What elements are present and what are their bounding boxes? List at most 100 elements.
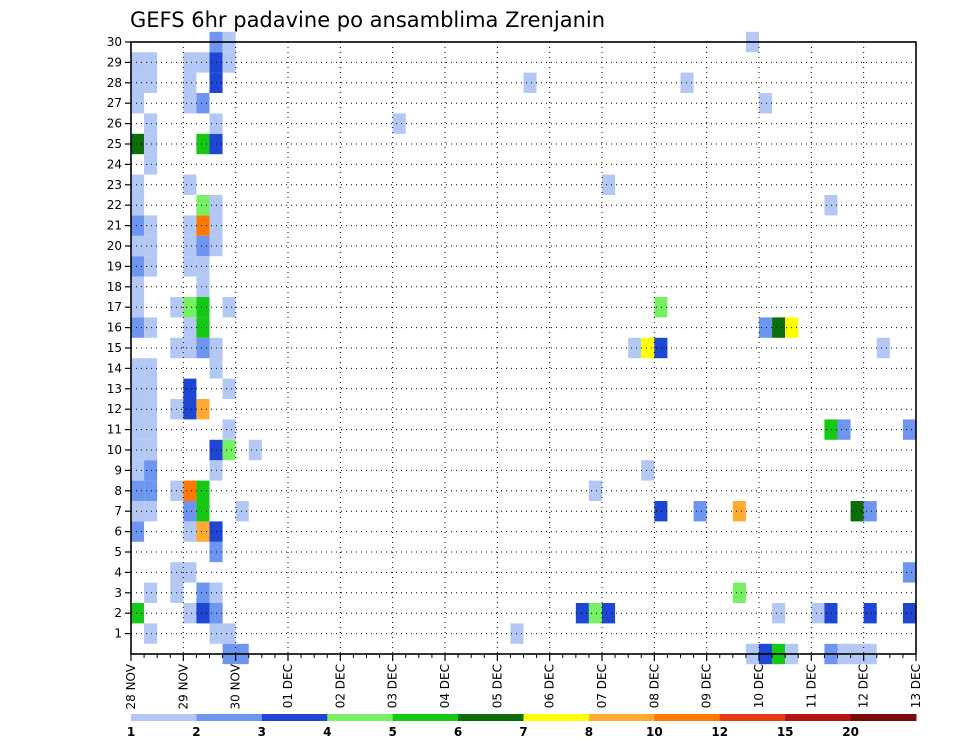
y-tick-label: 17 [107, 300, 122, 314]
y-tick-label: 14 [107, 361, 122, 375]
x-tick-label: 05 DEC [490, 664, 504, 708]
x-tick-label: 29 NOV [176, 663, 190, 709]
heatmap-cell [824, 419, 838, 440]
heatmap-cell [183, 399, 197, 420]
heatmap-cell [183, 562, 197, 583]
heatmap-cell [732, 582, 746, 603]
heatmap-cell [196, 195, 210, 216]
heatmap-cell [222, 623, 236, 644]
heatmap-cells [131, 31, 916, 665]
plot-frame [130, 41, 917, 655]
y-tick-label: 7 [114, 504, 122, 518]
heatmap-cell [575, 603, 589, 624]
heatmap-cell [144, 582, 158, 603]
heatmap-cell [131, 174, 145, 195]
x-tick-label: 08 DEC [647, 664, 661, 708]
heatmap-cell [654, 297, 668, 318]
heatmap-cell [902, 562, 916, 583]
y-tick-label: 24 [107, 157, 122, 171]
x-tick-label: 13 DEC [909, 664, 923, 708]
heatmap-cell [183, 378, 197, 399]
heatmap-cell [144, 133, 158, 155]
x-tick-label: 06 DEC [543, 664, 557, 708]
heatmap-cell [183, 521, 197, 542]
heatmap-cell [523, 72, 537, 93]
legend-color-box [261, 714, 328, 721]
y-tick-label: 21 [107, 219, 122, 233]
heatmap-cell [196, 215, 210, 236]
y-tick-label: 26 [107, 117, 122, 131]
heatmap-cell [131, 317, 145, 338]
heatmap-cell [131, 215, 145, 236]
heatmap-cell [196, 276, 210, 297]
heatmap-cell [131, 276, 145, 297]
heatmap-cell [131, 72, 145, 93]
y-tick-label: 13 [107, 382, 122, 396]
heatmap-cell [183, 297, 197, 318]
heatmap-cell [131, 358, 145, 379]
heatmap-cell [693, 501, 707, 522]
heatmap-cell [183, 256, 197, 277]
heatmap-cell [588, 603, 602, 624]
x-tick-label: 04 DEC [438, 664, 452, 708]
legend-level-label: 3 [258, 725, 266, 739]
x-tick-label: 09 DEC [700, 664, 714, 708]
y-tick-label: 28 [107, 76, 122, 90]
heatmap-cell [772, 317, 786, 338]
legend-color-box [131, 714, 197, 721]
heatmap-cell [641, 460, 655, 481]
grid-lines [131, 41, 916, 654]
heatmap-cell [602, 174, 616, 195]
heatmap-cell [654, 337, 668, 359]
heatmap-cell [824, 195, 838, 216]
heatmap-cell [759, 317, 773, 338]
legend-color-box [850, 714, 917, 721]
heatmap-cell [144, 419, 158, 440]
heatmap-cell [131, 439, 145, 461]
heatmap-cell [196, 521, 210, 542]
heatmap-cell [131, 480, 145, 501]
heatmap-cell [222, 439, 236, 461]
x-tick-label: 10 DEC [752, 664, 766, 708]
heatmap-cell [196, 501, 210, 522]
y-tick-label: 16 [107, 321, 122, 335]
legend-level-label: 4 [323, 725, 331, 739]
heatmap-cell [392, 113, 406, 134]
heatmap-cell [131, 52, 145, 73]
heatmap-cell [183, 337, 197, 359]
heatmap-cell [680, 72, 694, 93]
heatmap-cell [131, 195, 145, 216]
heatmap-cell [196, 133, 210, 155]
heatmap-cell [196, 337, 210, 359]
heatmap-cell [248, 439, 262, 461]
heatmap-cell [131, 256, 145, 277]
legend-color-box [392, 714, 459, 721]
heatmap-cell [222, 419, 236, 440]
y-tick-label: 5 [114, 545, 122, 559]
heatmap-cell [131, 521, 145, 542]
y-tick-label: 18 [107, 280, 122, 294]
y-tick-label: 27 [107, 96, 122, 110]
heatmap-cell [144, 480, 158, 501]
legend-color-box [719, 714, 786, 721]
heatmap-cell [183, 93, 197, 114]
heatmap-cell [222, 52, 236, 73]
y-tick-label: 25 [107, 137, 122, 151]
y-tick-label: 6 [114, 525, 122, 539]
heatmap-cell [183, 52, 197, 73]
x-tick-label: 28 NOV [124, 663, 138, 709]
heatmap-cell [196, 582, 210, 603]
y-axis: 1234567891011121314151617181920212223242… [107, 35, 131, 641]
heatmap-cell [131, 378, 145, 399]
heatmap-cell [144, 72, 158, 93]
heatmap-cell [144, 399, 158, 420]
heatmap-cell [772, 603, 786, 624]
heatmap-cell [144, 460, 158, 481]
heatmap-cell [628, 337, 642, 359]
legend-level-label: 15 [777, 725, 794, 739]
chart-title: GEFS 6hr padavine po ansamblima Zrenjani… [130, 8, 605, 32]
heatmap-cell [824, 603, 838, 624]
heatmap-cell [131, 603, 145, 624]
heatmap-cell [183, 215, 197, 236]
y-tick-label: 30 [107, 35, 122, 49]
